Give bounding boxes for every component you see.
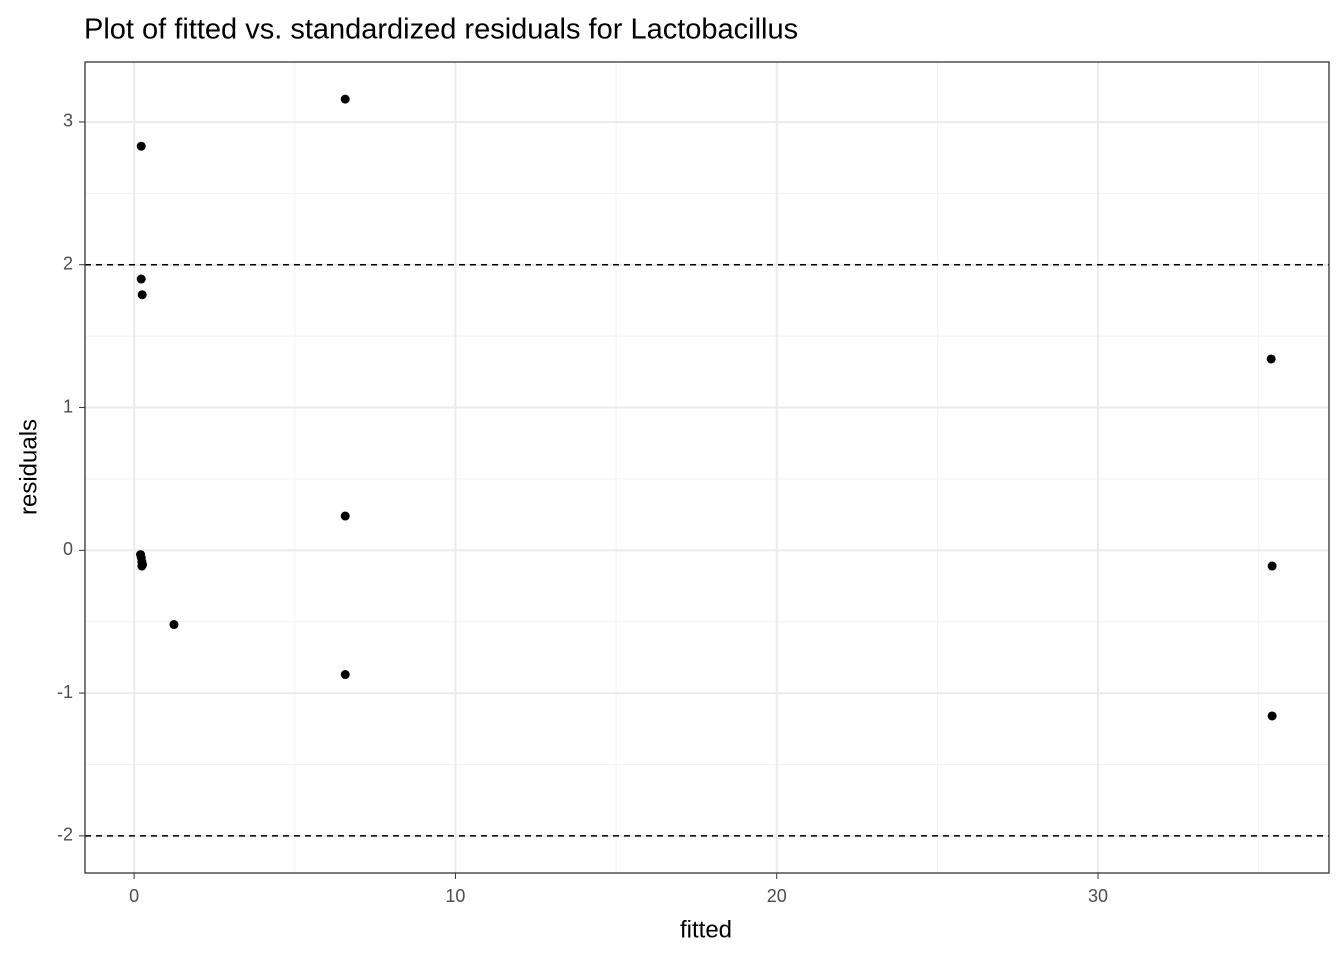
point bbox=[340, 511, 350, 521]
plot-border bbox=[84, 61, 1330, 874]
x-tick-label: 20 bbox=[767, 886, 787, 906]
y-tick-label: 0 bbox=[63, 539, 73, 559]
x-tick-label: 0 bbox=[129, 886, 139, 906]
y-tick-label: 1 bbox=[63, 396, 73, 416]
point bbox=[137, 290, 147, 300]
point bbox=[340, 670, 350, 680]
point bbox=[340, 94, 350, 104]
y-tick-label: -2 bbox=[57, 825, 73, 845]
y-tick-label: 3 bbox=[63, 111, 73, 131]
point bbox=[169, 620, 179, 630]
y-tick-label: 2 bbox=[63, 254, 73, 274]
point bbox=[1267, 561, 1277, 571]
point bbox=[136, 274, 146, 284]
x-tick-label: 10 bbox=[445, 886, 465, 906]
chart-title: Plot of fitted vs. standardized residual… bbox=[84, 14, 798, 46]
point bbox=[137, 561, 147, 571]
point bbox=[136, 141, 146, 151]
x-tick-label: 30 bbox=[1088, 886, 1108, 906]
x-axis-label: fitted bbox=[680, 916, 732, 943]
y-axis-label: residuals bbox=[15, 419, 42, 515]
point bbox=[1266, 354, 1276, 364]
y-tick-label: -1 bbox=[57, 682, 73, 702]
point bbox=[1267, 711, 1277, 721]
